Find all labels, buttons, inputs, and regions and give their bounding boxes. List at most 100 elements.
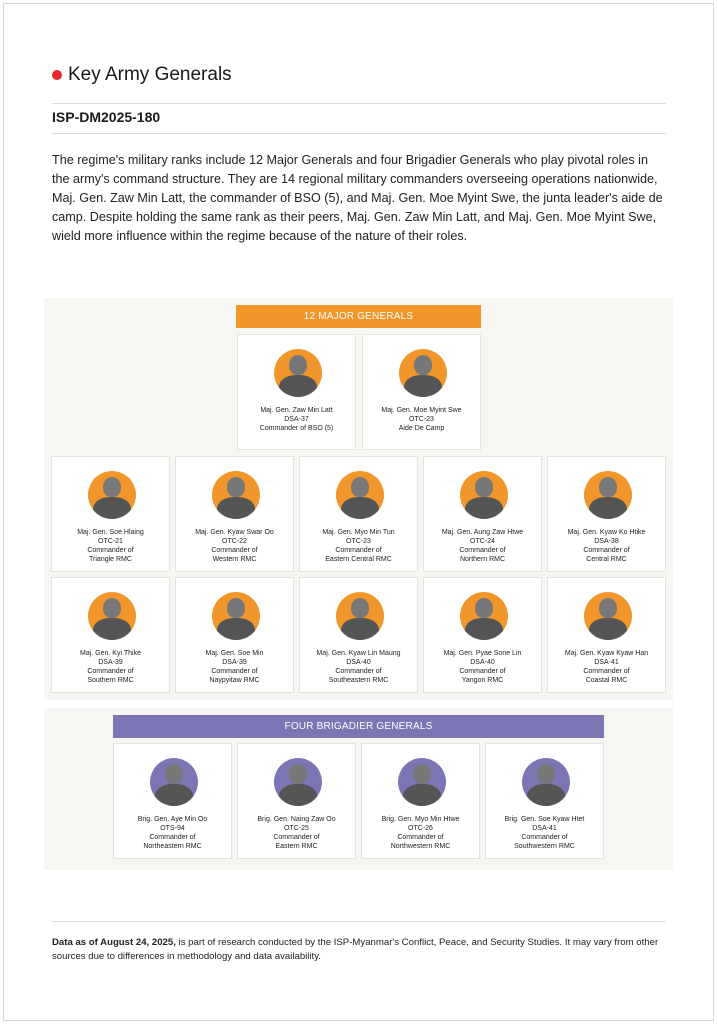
general-batch: DSA-38 — [594, 538, 619, 545]
general-batch: OTC-21 — [98, 538, 123, 545]
general-batch: DSA-41 — [594, 659, 619, 666]
general-card: Maj. Gen. Kyaw Ko Htike DSA-38 Commander o… — [547, 456, 666, 572]
portrait-photo — [88, 592, 136, 640]
general-role: Southern RMC — [87, 677, 134, 684]
general-name: Brig. Gen. Aye Min Oo — [137, 816, 208, 823]
general-role: Commander of — [459, 547, 506, 554]
general-role: Eastern RMC — [275, 843, 318, 850]
general-batch: OTC-26 — [408, 825, 433, 832]
general-role: Northwestern RMC — [390, 843, 451, 850]
divider — [52, 133, 666, 134]
general-batch: DSA-41 — [532, 825, 557, 832]
general-batch: DSA-40 — [346, 659, 371, 666]
general-info: Maj. Gen. Myo Min Tun OTC-23 Commander of E… — [302, 528, 415, 564]
general-card: Maj. Gen. Kyaw Swar Oo OTC-22 Commander of… — [175, 456, 294, 572]
general-card: Maj. Gen. Soe Hlaing OTC-21 Commander of Tr… — [51, 456, 170, 572]
general-role: Commander of — [211, 668, 258, 675]
general-role: Commander of — [335, 668, 382, 675]
general-info: Maj. Gen. Zaw Min Latt DSA-37 Commander of… — [240, 406, 353, 433]
general-info: Maj. Gen. Kyaw Swar Oo OTC-22 Commander of… — [178, 528, 291, 564]
general-name: Maj. Gen. Moe Myint Swe — [381, 407, 462, 414]
general-role: Commander of — [335, 547, 382, 554]
general-role: Commander of — [149, 834, 196, 841]
general-info: Maj. Gen. Kyaw Kyaw Han DSA-41 Commander o… — [550, 649, 663, 685]
intro-paragraph: The regime's military ranks include 12 M… — [52, 153, 663, 243]
general-name: Maj. Gen. Kyaw Ko Htike — [567, 529, 646, 536]
divider — [52, 921, 666, 922]
general-card: Brig. Gen. Aye Min Oo OTS-94 Commander of N… — [113, 743, 232, 859]
red-dot-icon — [52, 70, 62, 80]
general-role: Southeastern RMC — [328, 677, 389, 684]
page-frame — [3, 3, 714, 1021]
general-name: Maj. Gen. Aung Zaw Htwe — [441, 529, 524, 536]
general-role: Aide De Camp — [398, 425, 445, 432]
general-card: Maj. Gen. Soe Min DSA-39 Commander of Naypy… — [175, 577, 294, 693]
document-code: ISP-DM2025-180 — [52, 109, 161, 125]
general-role: Triangle RMC — [89, 556, 132, 563]
general-batch: OTC-22 — [222, 538, 247, 545]
general-card: Maj. Gen. Kyaw Lin Maung DSA-40 Commander … — [299, 577, 418, 693]
title-text: Key Army Generals — [68, 64, 232, 85]
general-role: Commander of — [211, 547, 258, 554]
general-name: Maj. Gen. Soe Min — [205, 650, 264, 657]
general-card: Brig. Gen. Naing Zaw Oo OTC-25 Commander o… — [237, 743, 356, 859]
page-title: Key Army Generals — [52, 64, 232, 86]
general-card: Brig. Gen. Soe Kyaw Htet DSA-41 Commander … — [485, 743, 604, 859]
general-role: Naypyitaw RMC — [209, 677, 260, 684]
portrait-photo — [274, 758, 322, 806]
general-info: Maj. Gen. Soe Min DSA-39 Commander of Naypy… — [178, 649, 291, 685]
general-card: Maj. Gen. Pyae Sone Lin DSA-40 Commander o… — [423, 577, 542, 693]
general-card: Maj. Gen. Kyi Thike DSA-39 Commander of Sou… — [51, 577, 170, 693]
general-card: Maj. Gen. Kyaw Kyaw Han DSA-41 Commander o… — [547, 577, 666, 693]
general-info: Maj. Gen. Kyi Thike DSA-39 Commander of Sou… — [54, 649, 167, 685]
general-info: Maj. Gen. Kyaw Lin Maung DSA-40 Commander … — [302, 649, 415, 685]
general-role: Western RMC — [212, 556, 257, 563]
major-generals-header: 12 MAJOR GENERALS — [236, 305, 481, 328]
general-name: Maj. Gen. Kyaw Kyaw Han — [564, 650, 649, 657]
general-info: Maj. Gen. Kyaw Ko Htike DSA-38 Commander o… — [550, 528, 663, 564]
general-batch: OTC-25 — [284, 825, 309, 832]
general-name: Brig. Gen. Naing Zaw Oo — [257, 816, 336, 823]
portrait-photo — [460, 592, 508, 640]
general-batch: DSA-40 — [470, 659, 495, 666]
general-name: Maj. Gen. Pyae Sone Lin — [443, 650, 522, 657]
general-name: Brig. Gen. Soe Kyaw Htet — [504, 816, 585, 823]
general-card: Maj. Gen. Zaw Min Latt DSA-37 Commander of… — [237, 334, 356, 450]
general-role: Commander of — [87, 547, 134, 554]
footer-date: Data as of August 24, 2025, — [52, 937, 176, 948]
general-role: Commander of — [583, 547, 630, 554]
general-card: Maj. Gen. Myo Min Tun OTC-23 Commander of E… — [299, 456, 418, 572]
general-batch: DSA-37 — [284, 416, 309, 423]
footer-text: is part of research conducted by the ISP… — [52, 937, 659, 962]
portrait-photo — [336, 592, 384, 640]
general-info: Brig. Gen. Aye Min Oo OTS-94 Commander of N… — [116, 815, 229, 851]
portrait-photo — [584, 471, 632, 519]
portrait-photo — [274, 349, 322, 397]
portrait-photo — [88, 471, 136, 519]
general-role: Southwestern RMC — [514, 843, 575, 850]
general-role: Commander of — [273, 834, 320, 841]
general-card: Maj. Gen. Moe Myint Swe OTC-23 Aide De Cam… — [362, 334, 481, 450]
general-role: Commander of BSO (5) — [259, 425, 334, 432]
footer-note: Data as of August 24, 2025, is part of r… — [52, 936, 668, 964]
portrait-photo — [336, 471, 384, 519]
general-info: Brig. Gen. Soe Kyaw Htet DSA-41 Commander … — [488, 815, 601, 851]
general-role: Central RMC — [586, 556, 627, 563]
general-role: Coastal RMC — [585, 677, 628, 684]
general-role: Eastern Central RMC — [325, 556, 392, 563]
general-name: Maj. Gen. Kyi Thike — [80, 650, 141, 657]
general-role: Northern RMC — [459, 556, 506, 563]
brigadier-generals-header: FOUR BRIGADIER GENERALS — [113, 715, 604, 738]
general-name: Brig. Gen. Myo Min Htwe — [381, 816, 460, 823]
portrait-photo — [212, 592, 260, 640]
general-card: Maj. Gen. Aung Zaw Htwe OTC-24 Commander o… — [423, 456, 542, 572]
divider — [52, 103, 666, 104]
general-name: Maj. Gen. Kyaw Swar Oo — [195, 529, 274, 536]
general-info: Maj. Gen. Aung Zaw Htwe OTC-24 Commander o… — [426, 528, 539, 564]
portrait-photo — [584, 592, 632, 640]
general-info: Maj. Gen. Soe Hlaing OTC-21 Commander of Tr… — [54, 528, 167, 564]
general-role: Commander of — [583, 668, 630, 675]
general-name: Maj. Gen. Myo Min Tun — [322, 529, 395, 536]
general-role: Commander of — [521, 834, 568, 841]
general-batch: OTC-23 — [409, 416, 434, 423]
